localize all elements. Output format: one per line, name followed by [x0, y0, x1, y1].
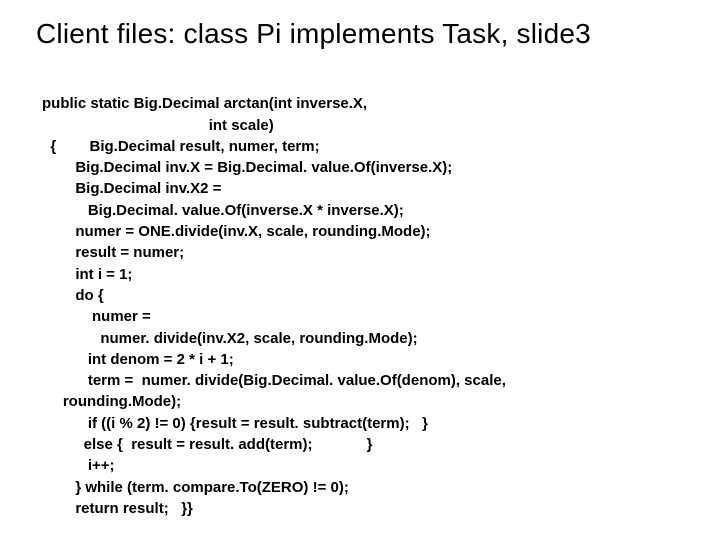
code-line: numer. divide(inv.X2, scale, rounding.Mo… — [42, 330, 418, 347]
code-line: Big.Decimal inv.X2 = — [42, 180, 221, 197]
code-line: else { result = result. add(term); } — [42, 436, 373, 453]
code-line: numer = ONE.divide(inv.X, scale, roundin… — [42, 223, 431, 240]
code-line: public static Big.Decimal arctan(int inv… — [42, 95, 367, 112]
code-line: int scale) — [42, 117, 274, 134]
code-line: result = numer; — [42, 244, 184, 261]
code-line: int denom = 2 * i + 1; — [42, 351, 234, 368]
slide-title: Client files: class Pi implements Task, … — [36, 18, 692, 50]
code-line: i++; — [42, 457, 115, 474]
code-line: return result; }} — [42, 500, 193, 517]
code-line: numer = — [42, 308, 151, 325]
code-line: } while (term. compare.To(ZERO) != 0); — [42, 479, 349, 496]
code-line: if ((i % 2) != 0) {result = result. subt… — [42, 415, 428, 432]
code-block: public static Big.Decimal arctan(int inv… — [36, 72, 692, 519]
code-line: Big.Decimal inv.X = Big.Decimal. value.O… — [42, 159, 452, 176]
code-line: term = numer. divide(Big.Decimal. value.… — [42, 372, 506, 389]
code-line: Big.Decimal. value.Of(inverse.X * invers… — [42, 202, 404, 219]
code-line: do { — [42, 287, 104, 304]
code-line: int i = 1; — [42, 266, 132, 283]
code-line: { Big.Decimal result, numer, term; — [42, 138, 320, 155]
code-line: rounding.Mode); — [42, 393, 181, 410]
